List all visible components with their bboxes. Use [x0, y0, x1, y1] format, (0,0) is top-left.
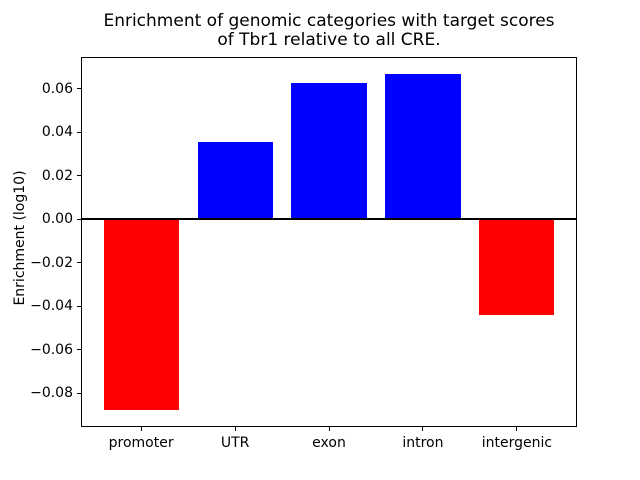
x-tick-mark [328, 427, 330, 431]
bar-intron [385, 74, 461, 220]
y-tick-mark [77, 131, 81, 133]
chart-title: Enrichment of genomic categories with ta… [103, 11, 555, 50]
x-tick-label-intergenic: intergenic [481, 435, 553, 451]
y-tick-label: 0.02 [41, 167, 73, 184]
y-tick-mark [77, 262, 81, 264]
x-tick-label-intron: intron [402, 435, 444, 451]
x-tick-label-UTR: UTR [220, 435, 250, 451]
x-tick-mark [234, 427, 236, 431]
y-tick-mark [77, 88, 81, 89]
y-tick-mark [77, 305, 81, 307]
y-tick-label: −0.04 [30, 298, 73, 315]
bar-exon [291, 83, 367, 219]
y-tick-mark [77, 392, 81, 394]
y-tick-mark [77, 218, 81, 220]
y-axis-label: Enrichment (log10) [12, 170, 28, 306]
x-tick-label-promoter: promoter [108, 435, 174, 451]
y-tick-label: 0.06 [41, 80, 73, 97]
y-tick-mark [77, 175, 81, 176]
y-tick-label: −0.02 [30, 254, 73, 271]
y-tick-mark [77, 349, 81, 351]
x-tick-mark [422, 427, 424, 431]
bar-promoter [103, 219, 179, 410]
x-tick-label-exon: exon [312, 435, 346, 451]
bar-intergenic [479, 219, 555, 315]
y-tick-label: 0.04 [41, 124, 73, 140]
bar-UTR [197, 141, 273, 219]
y-tick-label: −0.08 [30, 385, 73, 402]
y-tick-label: 0.00 [41, 211, 73, 228]
x-tick-mark [140, 427, 142, 431]
zero-line [81, 218, 577, 221]
y-tick-label: −0.06 [30, 341, 73, 358]
x-tick-mark [516, 427, 518, 431]
